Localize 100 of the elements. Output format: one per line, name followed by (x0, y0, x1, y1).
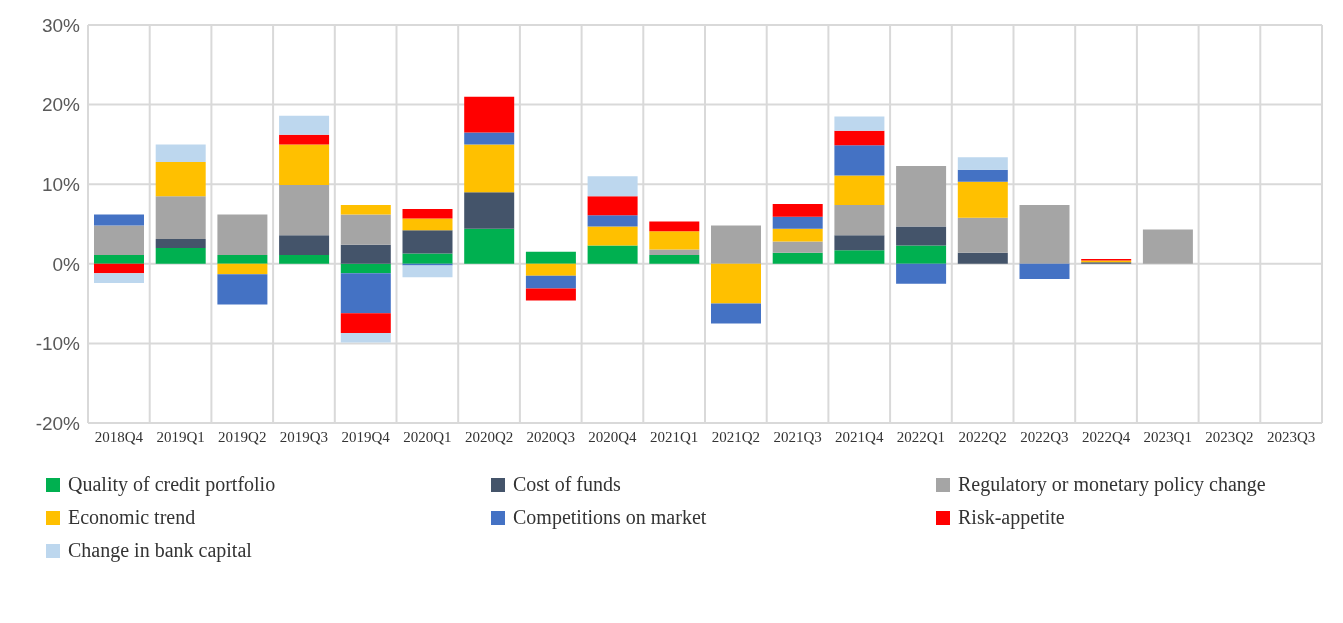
bar (94, 273, 144, 283)
bar (155, 161, 206, 197)
bar (279, 235, 330, 256)
x-tick-label: 2022Q3 (1020, 428, 1069, 445)
bar (525, 263, 576, 276)
x-tick-label: 2022Q1 (896, 428, 946, 445)
bar (340, 333, 391, 343)
x-tick-label: 2022Q4 (1081, 428, 1131, 445)
y-tick-label: 30% (41, 14, 81, 36)
x-tick-label: 2023Q1 (1143, 428, 1192, 445)
bar (772, 241, 823, 253)
bar (340, 313, 391, 334)
x-tick-label: 2021Q2 (711, 428, 761, 445)
legend-label: Quality of credit portfolio (68, 473, 276, 496)
x-tick-label: 2019Q1 (156, 428, 205, 445)
bar (155, 144, 206, 162)
bar (94, 214, 144, 226)
bar (525, 251, 576, 264)
bar (772, 228, 823, 242)
bar (896, 263, 947, 284)
bar (94, 263, 144, 274)
bar (834, 250, 885, 264)
x-tick-label: 2023Q2 (1205, 428, 1254, 445)
bar (896, 165, 947, 227)
bar (402, 265, 453, 278)
bar (772, 252, 823, 264)
bar (957, 181, 1008, 218)
x-tick-label: 2019Q3 (279, 428, 329, 445)
x-tick-label: 2020Q3 (526, 428, 575, 445)
bar (649, 221, 700, 232)
bar (957, 252, 1008, 264)
x-tick-label: 2020Q1 (403, 428, 452, 445)
bar (711, 303, 761, 324)
bar (155, 239, 206, 248)
bar (834, 130, 885, 146)
legend-label: Risk-appetite (958, 506, 1065, 529)
bar (279, 134, 330, 145)
bar (402, 253, 453, 264)
bar (155, 196, 206, 240)
bar (464, 96, 515, 133)
y-tick-label: 20% (41, 94, 81, 116)
y-tick-label: 0% (52, 253, 81, 275)
x-tick-label: 2021Q4 (835, 428, 884, 445)
bar (464, 144, 515, 193)
bar (957, 217, 1008, 253)
bar (587, 196, 638, 216)
bar (94, 255, 144, 264)
bar (279, 185, 330, 236)
bar (1142, 229, 1193, 264)
legend-label: Cost of funds (513, 473, 621, 496)
bar (587, 226, 638, 246)
bar (402, 208, 453, 219)
x-tick-label: 2020Q2 (464, 428, 514, 445)
bar (464, 132, 515, 145)
legend-label: Change in bank capital (68, 539, 252, 562)
bar (402, 218, 453, 231)
bar (525, 275, 576, 289)
y-tick-label: -10% (35, 333, 81, 355)
x-tick-label: 2022Q2 (958, 428, 1007, 445)
bar (957, 169, 1008, 182)
bar (711, 263, 761, 304)
x-tick-label: 2019Q4 (341, 428, 391, 445)
bar (155, 247, 206, 264)
bar (772, 216, 823, 229)
bar (94, 225, 144, 256)
bar (1019, 263, 1070, 279)
bar (464, 228, 515, 264)
bar (402, 230, 453, 254)
bar (957, 157, 1008, 170)
bar (772, 204, 823, 217)
bar (587, 215, 638, 227)
bar (587, 245, 638, 264)
x-tick-label: 2020Q4 (588, 428, 638, 445)
legend-label: Competitions on market (513, 506, 707, 529)
bar (217, 263, 268, 275)
bar (340, 214, 391, 245)
x-tick-label: 2021Q1 (649, 428, 699, 445)
x-tick-label: 2023Q3 (1266, 428, 1316, 445)
y-tick-label: 10% (41, 173, 81, 195)
bar (834, 204, 885, 236)
legend-label: Regulatory or monetary policy change (958, 473, 1266, 496)
x-tick-label: 2019Q2 (218, 428, 267, 445)
bar (217, 214, 268, 256)
bar (896, 245, 947, 264)
bar (340, 273, 391, 314)
bar (711, 225, 761, 264)
bar (649, 231, 700, 250)
bar (834, 116, 885, 131)
bar (834, 145, 885, 176)
bar (340, 244, 391, 264)
bar (649, 249, 700, 256)
bar (217, 255, 268, 264)
bar (340, 263, 391, 274)
x-tick-label: 2018Q4 (94, 428, 144, 445)
y-tick-label: -20% (35, 412, 81, 434)
bar (834, 175, 885, 205)
bar (649, 255, 700, 264)
x-tick-label: 2021Q3 (773, 428, 822, 445)
legend-label: Economic trend (68, 506, 196, 529)
bar (279, 115, 330, 135)
